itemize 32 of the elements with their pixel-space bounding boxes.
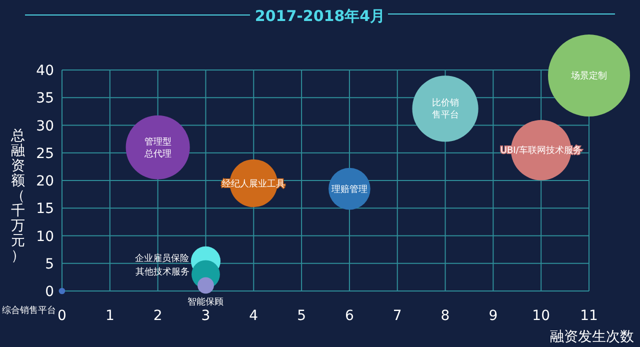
x-tick-label: 4 bbox=[249, 308, 258, 324]
x-tick-label: 7 bbox=[392, 308, 402, 324]
y-tick-label: 30 bbox=[36, 118, 54, 134]
series-label: 管理型总代理 bbox=[143, 136, 172, 160]
series-label: 企业雇员保险 bbox=[134, 253, 189, 264]
x-tick-label: 1 bbox=[105, 308, 114, 324]
x-tick-label: 6 bbox=[344, 308, 354, 324]
y-tick-label: 35 bbox=[36, 90, 54, 107]
series-label: 智能保顾 bbox=[188, 296, 224, 308]
y-tick-label: 5 bbox=[45, 256, 54, 272]
text: 总融资额（千万元） bbox=[11, 128, 25, 264]
x-tick-label: 9 bbox=[488, 308, 498, 324]
x-tick-label: 0 bbox=[58, 308, 66, 324]
series-label: 理赔管理 bbox=[331, 184, 368, 195]
series-label: 场景定制 bbox=[570, 70, 607, 82]
x-tick-label: 8 bbox=[440, 308, 450, 324]
series-label: 其他技术服务 bbox=[136, 266, 190, 278]
series-label: 比价销售平台 bbox=[432, 98, 459, 121]
x-tick-label: 11 bbox=[580, 308, 598, 324]
x-tick-label: 2 bbox=[153, 308, 162, 324]
y-tick-label: 25 bbox=[36, 146, 54, 162]
x-tick-label: 3 bbox=[201, 308, 210, 324]
x-tick-label: 5 bbox=[297, 308, 306, 324]
x-tick-label: 10 bbox=[532, 308, 550, 324]
y-tick-label: 40 bbox=[36, 63, 54, 79]
y-tick-label: 15 bbox=[36, 201, 54, 218]
y-tick-label: 0 bbox=[45, 284, 54, 300]
y-tick-label: 10 bbox=[36, 228, 54, 245]
x-axis-title: 融资发生次数 bbox=[550, 329, 634, 345]
chart-title: 2017-2018年4月 bbox=[254, 7, 386, 25]
y-tick-label: 20 bbox=[36, 174, 54, 190]
series-label: 综合销售平台 bbox=[2, 305, 56, 316]
